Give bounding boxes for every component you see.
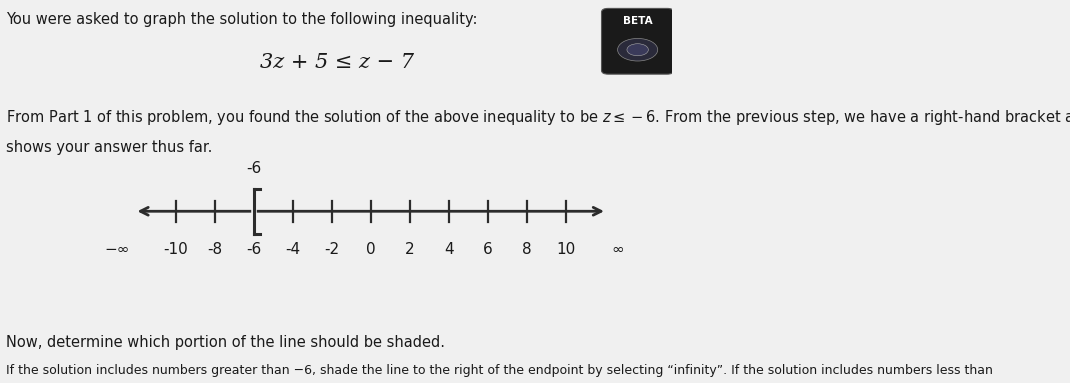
Text: -4: -4 <box>286 242 301 257</box>
Text: You were asked to graph the solution to the following inequality:: You were asked to graph the solution to … <box>6 12 477 27</box>
Text: -8: -8 <box>208 242 223 257</box>
Text: If the solution includes numbers greater than −6, shade the line to the right of: If the solution includes numbers greater… <box>6 364 993 377</box>
Text: -6: -6 <box>246 160 261 175</box>
Text: 3z + 5 ≤ z − 7: 3z + 5 ≤ z − 7 <box>260 54 414 72</box>
Text: -6: -6 <box>246 242 261 257</box>
Text: 10: 10 <box>556 242 576 257</box>
Text: −∞: −∞ <box>105 242 129 257</box>
Text: -2: -2 <box>324 242 339 257</box>
Text: -10: -10 <box>164 242 188 257</box>
Text: 2: 2 <box>404 242 414 257</box>
Text: ∞: ∞ <box>612 242 624 257</box>
Text: shows your answer thus far.: shows your answer thus far. <box>6 140 213 155</box>
Text: 6: 6 <box>483 242 492 257</box>
Text: 0: 0 <box>366 242 376 257</box>
Text: 4: 4 <box>444 242 454 257</box>
FancyBboxPatch shape <box>601 8 674 74</box>
Text: From Part 1 of this problem, you found the solution of the above inequality to b: From Part 1 of this problem, you found t… <box>6 108 1070 127</box>
Text: BETA: BETA <box>623 16 653 26</box>
Circle shape <box>617 38 658 61</box>
Text: Now, determine which portion of the line should be shaded.: Now, determine which portion of the line… <box>6 335 445 350</box>
Text: 8: 8 <box>522 242 532 257</box>
Circle shape <box>627 44 648 56</box>
